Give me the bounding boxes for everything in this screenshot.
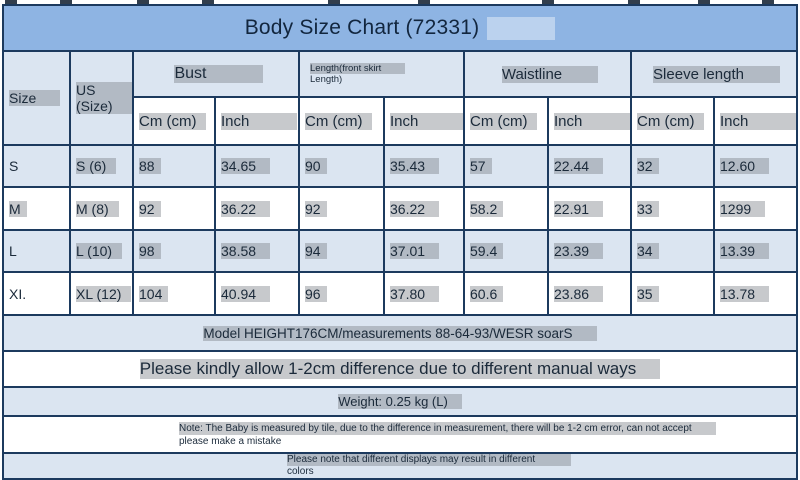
edge-mark: [542, 0, 554, 4]
table-row-l-bust-cm: 98: [134, 231, 214, 271]
chart-title-bar: Body Size Chart (72331): [4, 6, 796, 50]
table-row-s-size: S: [4, 146, 69, 186]
table-row-xl-bust-inch: 40.94: [216, 273, 298, 314]
table-row-m-us: M (8): [71, 188, 132, 229]
table-row-s-length-inch: 35.43: [385, 146, 463, 186]
title-highlight-box: [487, 16, 556, 40]
allowance-row: Please kindly allow 1-2cm difference due…: [4, 352, 796, 386]
header-length-line1: Length(front skirt: [310, 63, 406, 74]
display-note-line2: colors: [287, 466, 314, 477]
edge-mark: [328, 0, 340, 4]
table-row-xl-sleeve-inch: 13.78: [715, 273, 796, 314]
table-row-m-waist-inch: 22.91: [549, 188, 630, 229]
subheader-waist-inch: Inch: [549, 98, 630, 144]
model-info-text: Model HEIGHT176CM/measurements 88-64-93/…: [203, 325, 597, 341]
table-row-s-waist-inch: 22.44: [549, 146, 630, 186]
table-row-s-bust-inch: 34.65: [216, 146, 298, 186]
table-row-m-sleeve-inch: 1299: [715, 188, 796, 229]
edge-mark: [202, 0, 214, 4]
edge-mark: [60, 0, 72, 4]
model-info-row: Model HEIGHT176CM/measurements 88-64-93/…: [4, 316, 796, 350]
header-sleeve-length: Sleeve length: [632, 52, 796, 96]
header-length-line2: Length): [310, 74, 343, 85]
header-length: Length(front skirt Length): [300, 52, 463, 96]
table-row-l-bust-inch: 38.58: [216, 231, 298, 271]
table-row-l-waist-cm: 59.4: [465, 231, 547, 271]
table-row-l-us: L (10): [71, 231, 132, 271]
table-row-l-sleeve-cm: 34: [632, 231, 713, 271]
table-row-s-us: S (6): [71, 146, 132, 186]
table-row-m-bust-cm: 92: [134, 188, 214, 229]
subheader-waist-cm: Cm (cm): [465, 98, 547, 144]
table-row-l-length-inch: 37.01: [385, 231, 463, 271]
table-row-m-length-cm: 92: [300, 188, 383, 229]
table-row-l-length-cm: 94: [300, 231, 383, 271]
measurement-note-line1: Note: The Baby is measured by tile, due …: [179, 421, 716, 435]
subheader-bust-cm: Cm (cm): [134, 98, 214, 144]
measurement-note-line2: please make a mistake: [179, 435, 282, 447]
page-title: Body Size Chart (72331): [244, 16, 480, 39]
header-waistline: Waistline: [465, 52, 630, 96]
edge-mark: [698, 0, 710, 4]
display-note-line1: Please note that different displays may …: [287, 454, 572, 466]
table-row-l-waist-inch: 23.39: [549, 231, 630, 271]
size-chart-table: Body Size Chart (72331) Size US (Size) B…: [2, 4, 798, 480]
edge-mark: [762, 0, 774, 4]
weight-text: Weight: 0.25 kg (L): [338, 394, 462, 409]
subheader-sleeve-cm: Cm (cm): [632, 98, 713, 144]
table-row-s-sleeve-cm: 32: [632, 146, 713, 186]
table-row-xl-waist-cm: 60.6: [465, 273, 547, 314]
table-row-xl-us: XL (12): [71, 273, 132, 314]
table-row-xl-size: XI.: [4, 273, 69, 314]
table-row-xl-length-cm: 96: [300, 273, 383, 314]
table-row-s-length-cm: 90: [300, 146, 383, 186]
table-row-s-waist-cm: 57: [465, 146, 547, 186]
table-row-m-sleeve-cm: 33: [632, 188, 713, 229]
size-grid: Size US (Size) Bust Length(front skirt L…: [4, 52, 796, 314]
table-row-xl-length-inch: 37.80: [385, 273, 463, 314]
weight-row: Weight: 0.25 kg (L): [4, 388, 796, 415]
allowance-text: Please kindly allow 1-2cm difference due…: [139, 359, 661, 379]
edge-mark: [137, 0, 149, 4]
table-row-xl-waist-inch: 23.86: [549, 273, 630, 314]
subheader-bust-inch: Inch: [216, 98, 298, 144]
edge-mark: [5, 0, 17, 4]
measurement-note-row: Note: The Baby is measured by tile, due …: [4, 417, 796, 452]
header-size: Size: [4, 52, 69, 144]
subheader-length-cm: Cm (cm): [300, 98, 383, 144]
table-row-xl-bust-cm: 104: [134, 273, 214, 314]
table-row-m-bust-inch: 36.22: [216, 188, 298, 229]
table-row-l-size: L: [4, 231, 69, 271]
header-us-size: US (Size): [71, 52, 132, 144]
table-row-m-length-inch: 36.22: [385, 188, 463, 229]
table-row-l-sleeve-inch: 13.39: [715, 231, 796, 271]
table-row-s-sleeve-inch: 12.60: [715, 146, 796, 186]
edge-mark: [628, 0, 640, 4]
header-bust: Bust: [134, 52, 298, 96]
table-row-xl-sleeve-cm: 35: [632, 273, 713, 314]
table-row-m-waist-cm: 58.2: [465, 188, 547, 229]
display-note-row: Please note that different displays may …: [4, 454, 796, 478]
subheader-length-inch: Inch: [385, 98, 463, 144]
table-row-s-bust-cm: 88: [134, 146, 214, 186]
subheader-sleeve-inch: Inch: [715, 98, 796, 144]
table-row-m-size: M: [4, 188, 69, 229]
edge-mark: [418, 0, 430, 4]
